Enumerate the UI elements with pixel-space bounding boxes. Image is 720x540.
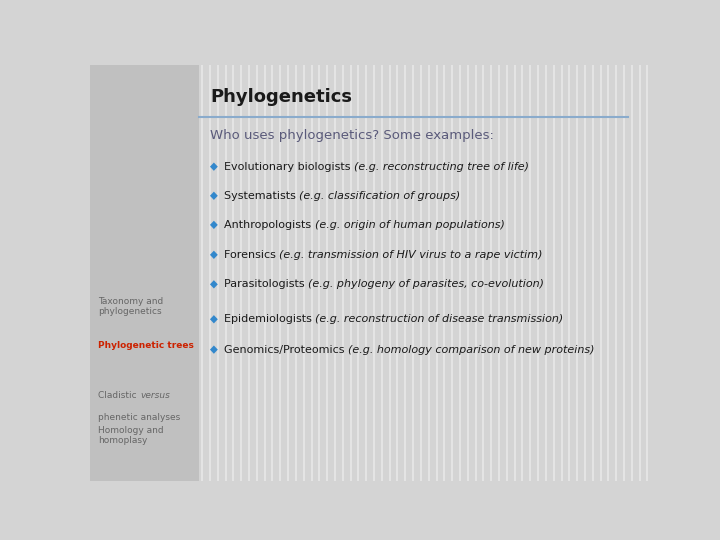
- Polygon shape: [210, 280, 217, 288]
- Text: Cladistic: Cladistic: [99, 390, 140, 400]
- Polygon shape: [210, 221, 217, 229]
- Text: Homology and
homoplasy: Homology and homoplasy: [99, 426, 164, 445]
- Text: Epidemiologists: Epidemiologists: [224, 314, 315, 324]
- Text: Phylogenetic trees: Phylogenetic trees: [99, 341, 194, 349]
- Text: Anthropologists: Anthropologists: [224, 220, 315, 230]
- Bar: [90, 65, 199, 481]
- Text: (e.g. classification of groups): (e.g. classification of groups): [300, 191, 461, 201]
- Polygon shape: [210, 192, 217, 200]
- Polygon shape: [210, 163, 217, 171]
- Text: (e.g. phylogeny of parasites, co-evolution): (e.g. phylogeny of parasites, co-evoluti…: [308, 279, 544, 289]
- Text: (e.g. origin of human populations): (e.g. origin of human populations): [315, 220, 505, 230]
- Text: Phylogenetics: Phylogenetics: [210, 87, 352, 106]
- Text: Parasitologists: Parasitologists: [224, 279, 308, 289]
- Polygon shape: [210, 346, 217, 354]
- Text: (e.g. reconstruction of disease transmission): (e.g. reconstruction of disease transmis…: [315, 314, 564, 324]
- Polygon shape: [210, 315, 217, 323]
- Text: (e.g. homology comparison of new proteins): (e.g. homology comparison of new protein…: [348, 345, 595, 355]
- Text: phenetic analyses: phenetic analyses: [99, 414, 181, 422]
- Text: (e.g. transmission of HIV virus to a rape victim): (e.g. transmission of HIV virus to a rap…: [279, 250, 543, 260]
- Text: versus: versus: [140, 390, 170, 400]
- Text: Genomics/Proteomics: Genomics/Proteomics: [224, 345, 348, 355]
- Text: (e.g. reconstructing tree of life): (e.g. reconstructing tree of life): [354, 161, 529, 172]
- Polygon shape: [210, 251, 217, 259]
- Text: Systematists: Systematists: [224, 191, 300, 201]
- Text: Forensics: Forensics: [224, 250, 279, 260]
- Text: Who uses phylogenetics? Some examples:: Who uses phylogenetics? Some examples:: [210, 129, 494, 142]
- Text: Taxonomy and
phylogenetics: Taxonomy and phylogenetics: [99, 297, 163, 316]
- Text: Evolutionary biologists: Evolutionary biologists: [224, 161, 354, 172]
